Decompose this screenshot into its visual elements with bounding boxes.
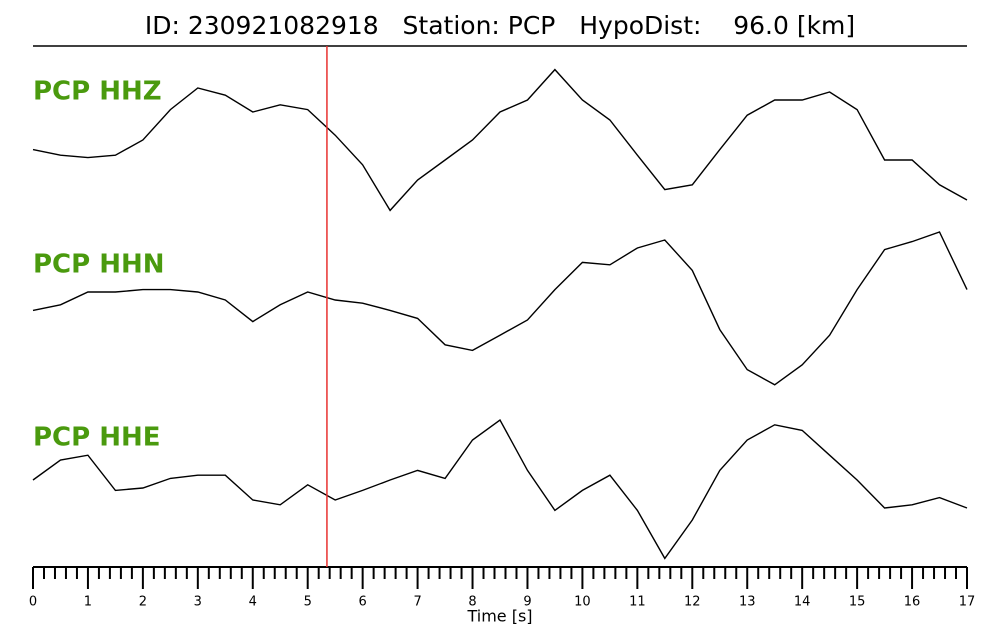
x-tick-label: 14 (794, 595, 811, 610)
trace-label: PCP HHE (33, 423, 161, 453)
x-tick-label: 13 (739, 595, 756, 610)
x-tick-label: 12 (684, 595, 701, 610)
x-tick-label: 15 (849, 595, 866, 610)
x-tick-label: 3 (194, 595, 202, 610)
trace-line (32, 418, 968, 560)
x-tick-label: 2 (139, 595, 147, 610)
trace-label: PCP HHZ (33, 77, 162, 107)
trace-line (32, 68, 968, 212)
x-tick-label: 4 (249, 595, 257, 610)
x-tick-label: 6 (359, 595, 367, 610)
x-tick-label: 9 (523, 595, 531, 610)
x-axis-label: Time [s] (466, 607, 532, 626)
x-tick-label: 5 (304, 595, 312, 610)
trace-label: PCP HHN (33, 250, 165, 280)
x-tick-label: 11 (629, 595, 646, 610)
chart-title: ID: 230921082918 Station: PCP HypoDist: … (145, 11, 855, 40)
x-tick-label: 17 (959, 595, 976, 610)
x-tick-label: 7 (413, 595, 421, 610)
x-tick-label: 16 (904, 595, 921, 610)
x-tick-label: 0 (29, 595, 37, 610)
x-tick-label: 8 (468, 595, 476, 610)
x-tick-label: 1 (84, 595, 92, 610)
x-tick-label: 10 (574, 595, 591, 610)
trace-line (32, 231, 968, 386)
